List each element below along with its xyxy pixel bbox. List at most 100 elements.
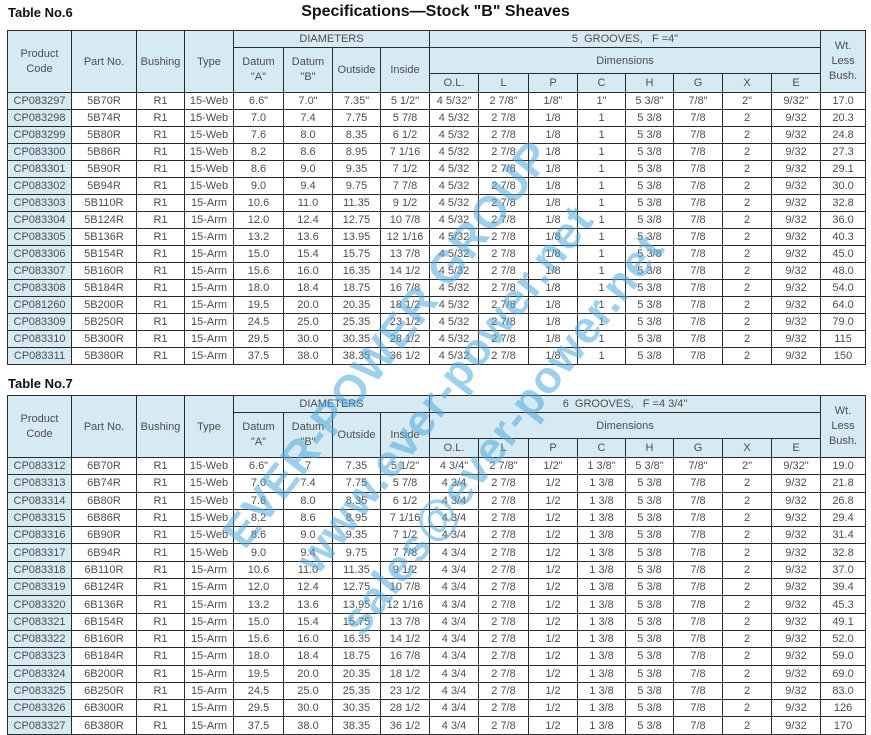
cell-l: 2 7/8	[478, 313, 529, 331]
cell-l: 2 7/8	[478, 245, 529, 263]
cell-datum-a: 10.6	[233, 560, 284, 580]
cell-bushing: R1	[136, 126, 185, 144]
cell-p: 1/8	[528, 160, 578, 178]
cell-datum-a: 37.5	[233, 347, 284, 365]
cell-outside: 7.35"	[332, 92, 381, 110]
cell-g: 7/8	[673, 330, 723, 348]
cell-e: 9/32	[770, 716, 822, 735]
cell-ol: 4 3/4"	[429, 456, 479, 476]
cell-outside: 8.95	[332, 508, 381, 528]
cell-product-code: CP083317	[7, 543, 72, 562]
cell-h: 5 3/8	[625, 194, 674, 212]
cell-h: 5 3/8	[625, 560, 674, 580]
cell-c: 1	[577, 330, 626, 348]
cell-part-no: 6B110R	[71, 560, 137, 580]
cell-datum-b: 20.0	[283, 296, 333, 314]
cell-p: 1/2	[528, 578, 578, 597]
cell-bushing: R1	[136, 595, 185, 614]
cell-l: 2 7/8	[478, 681, 529, 701]
cell-outside: 38.35	[332, 347, 381, 365]
cell-c: 1	[577, 143, 626, 161]
cell-type: 15-Web	[184, 508, 234, 528]
cell-datum-b: 12.4	[283, 578, 333, 597]
cell-type: 15-Arm	[184, 211, 234, 229]
cell-x: 2	[722, 612, 772, 631]
cell-datum-b: 9.4	[283, 177, 333, 195]
cell-bushing: R1	[136, 109, 185, 127]
cell-e: 9/32	[770, 143, 822, 161]
cell-datum-a: 8.6	[233, 526, 284, 545]
cell-datum-b: 8.0	[283, 491, 333, 510]
cell-type: 15-Arm	[184, 194, 234, 212]
cell-g: 7/8	[673, 716, 723, 735]
cell-h: 5 3/8	[625, 330, 674, 348]
cell-wt: 17.0	[820, 92, 867, 110]
cell-type: 15-Web	[184, 543, 234, 562]
cell-bushing: R1	[136, 560, 185, 580]
cell-inside: 7 1/2	[380, 160, 430, 178]
cell-e: 9/32"	[770, 456, 822, 476]
cell-p: 1/8	[528, 109, 578, 127]
cell-h: 5 3/8	[625, 177, 674, 195]
cell-type: 15-Arm	[184, 681, 234, 701]
cell-x: 2	[722, 160, 772, 178]
cell-x: 2	[722, 262, 772, 280]
cell-g: 7/8	[673, 664, 723, 683]
cell-e: 9/32	[770, 526, 822, 545]
cell-datum-b: 9.4	[283, 543, 333, 562]
cell-type: 15-Web	[184, 143, 234, 161]
cell-c: 1	[577, 126, 626, 144]
cell-product-code: CP083303	[7, 194, 72, 212]
table-row: CP083318 6B110R R1 15-Arm 10.6 11.0 11.35 9 1/2…	[7, 560, 867, 580]
cell-product-code: CP083300	[7, 143, 72, 161]
table-row: CP083314 6B80R R1 15-Web 7.6 8.0 8.35 6 1/2 4 3/…	[7, 491, 867, 510]
cell-l: 2 7/8	[478, 194, 529, 212]
cell-outside: 7.75	[332, 109, 381, 127]
cell-datum-a: 15.0	[233, 245, 284, 263]
cell-l: 2 7/8	[478, 126, 529, 144]
cell-inside: 6 1/2	[380, 126, 430, 144]
cell-l: 2 7/8	[478, 664, 529, 683]
cell-bushing: R1	[136, 491, 185, 510]
cell-part-no: 5B154R	[71, 245, 137, 263]
cell-datum-a: 24.5	[233, 313, 284, 331]
group-header-diameters: DIAMETERS	[233, 395, 430, 413]
cell-bushing: R1	[136, 664, 185, 683]
cell-bushing: R1	[136, 647, 185, 666]
cell-inside: 16 7/8	[380, 647, 430, 666]
cell-product-code: CP083298	[7, 109, 72, 127]
table-row: CP083322 6B160R R1 15-Arm 15.6 16.0 16.35 14 1/…	[7, 629, 867, 649]
cell-datum-a: 7.0	[233, 109, 284, 127]
cell-l: 2 7/8	[478, 211, 529, 229]
cell-ol: 4 3/4	[429, 681, 479, 701]
cell-e: 9/32	[770, 296, 822, 314]
cell-wt: 26.8	[820, 491, 867, 510]
cell-e: 9/32	[770, 262, 822, 280]
col-header-product-code: Product Code	[7, 395, 72, 458]
cell-p: 1/8	[528, 143, 578, 161]
cell-h: 5 3/8	[625, 629, 674, 649]
cell-l: 2 7/8	[478, 526, 529, 545]
cell-c: 1	[577, 262, 626, 280]
cell-type: 15-Arm	[184, 330, 234, 348]
cell-l: 2 7/8	[478, 109, 529, 127]
cell-datum-b: 16.0	[283, 262, 333, 280]
sheave-spec-table-7: Product Code Part No. Bushing Type DIAMETERS…	[7, 395, 867, 735]
cell-product-code: CP083327	[7, 716, 72, 735]
cell-datum-a: 9.0	[233, 543, 284, 562]
table-row: CP083310 5B300R R1 15-Arm 29.5 30.0 30.35 28 1/…	[7, 330, 867, 348]
cell-datum-b: 8.6	[283, 143, 333, 161]
cell-product-code: CP083304	[7, 211, 72, 229]
cell-l: 2 7/8	[478, 330, 529, 348]
cell-e: 9/32	[770, 228, 822, 246]
cell-g: 7/8	[673, 228, 723, 246]
cell-type: 15-Web	[184, 160, 234, 178]
cell-e: 9/32	[770, 508, 822, 528]
cell-c: 1	[577, 211, 626, 229]
cell-wt: 40.3	[820, 228, 867, 246]
col-header-c: C	[577, 438, 626, 458]
cell-datum-a: 15.6	[233, 629, 284, 649]
cell-g: 7/8	[673, 313, 723, 331]
table-row: CP083301 5B90R R1 15-Web 8.6 9.0 9.35 7 1/2 4 5/…	[7, 160, 867, 178]
col-header-h: H	[625, 438, 674, 458]
